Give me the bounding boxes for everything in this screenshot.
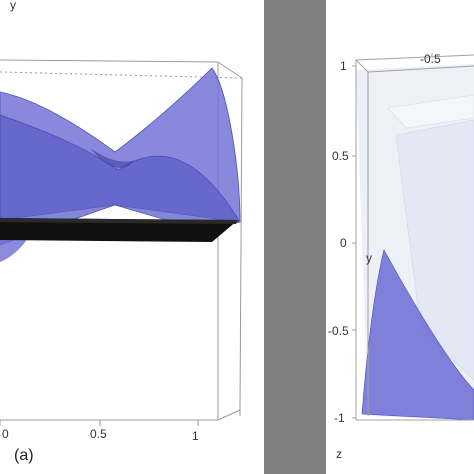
top-tick-label: -0.5	[420, 52, 441, 66]
y-axis-ticks-b	[352, 53, 433, 419]
light-surface-top	[387, 94, 474, 129]
plot-panel-a: y 0 0.5 1 (a)	[0, 0, 264, 474]
y-tick-label-0: 0	[340, 236, 347, 250]
panel-label-a: (a)	[14, 447, 34, 464]
blue-surface-lower	[361, 249, 474, 421]
surface-plot-a	[0, 59, 243, 426]
tick-label-1: 1	[192, 429, 199, 443]
axis-label-z: z	[336, 447, 342, 461]
bottom-axis-ticks	[0, 410, 241, 426]
light-surface-mid	[395, 119, 474, 381]
bounding-box-frame-b	[355, 54, 474, 421]
saddle-valley-shade	[90, 148, 135, 168]
separator-gutter	[264, 0, 326, 474]
y-tick-label-1: 1	[340, 59, 347, 73]
tick-label-0: 0	[2, 427, 9, 441]
black-band-plane	[0, 218, 238, 242]
y-tick-label-neg-1: -1	[334, 411, 345, 425]
axis-label-y-b: y	[366, 251, 372, 265]
y-tick-label-neg-0-5: -0.5	[328, 324, 349, 338]
y-tick-label-0-5: 0.5	[332, 149, 349, 163]
plot-panel-b: -0.5 1 0.5 0 y -0.5 -1 z	[326, 0, 474, 474]
black-band-edge	[0, 218, 238, 224]
axis-label-y: y	[10, 0, 16, 12]
tick-label-0-5: 0.5	[90, 427, 107, 441]
surface-plot-b	[352, 53, 474, 421]
